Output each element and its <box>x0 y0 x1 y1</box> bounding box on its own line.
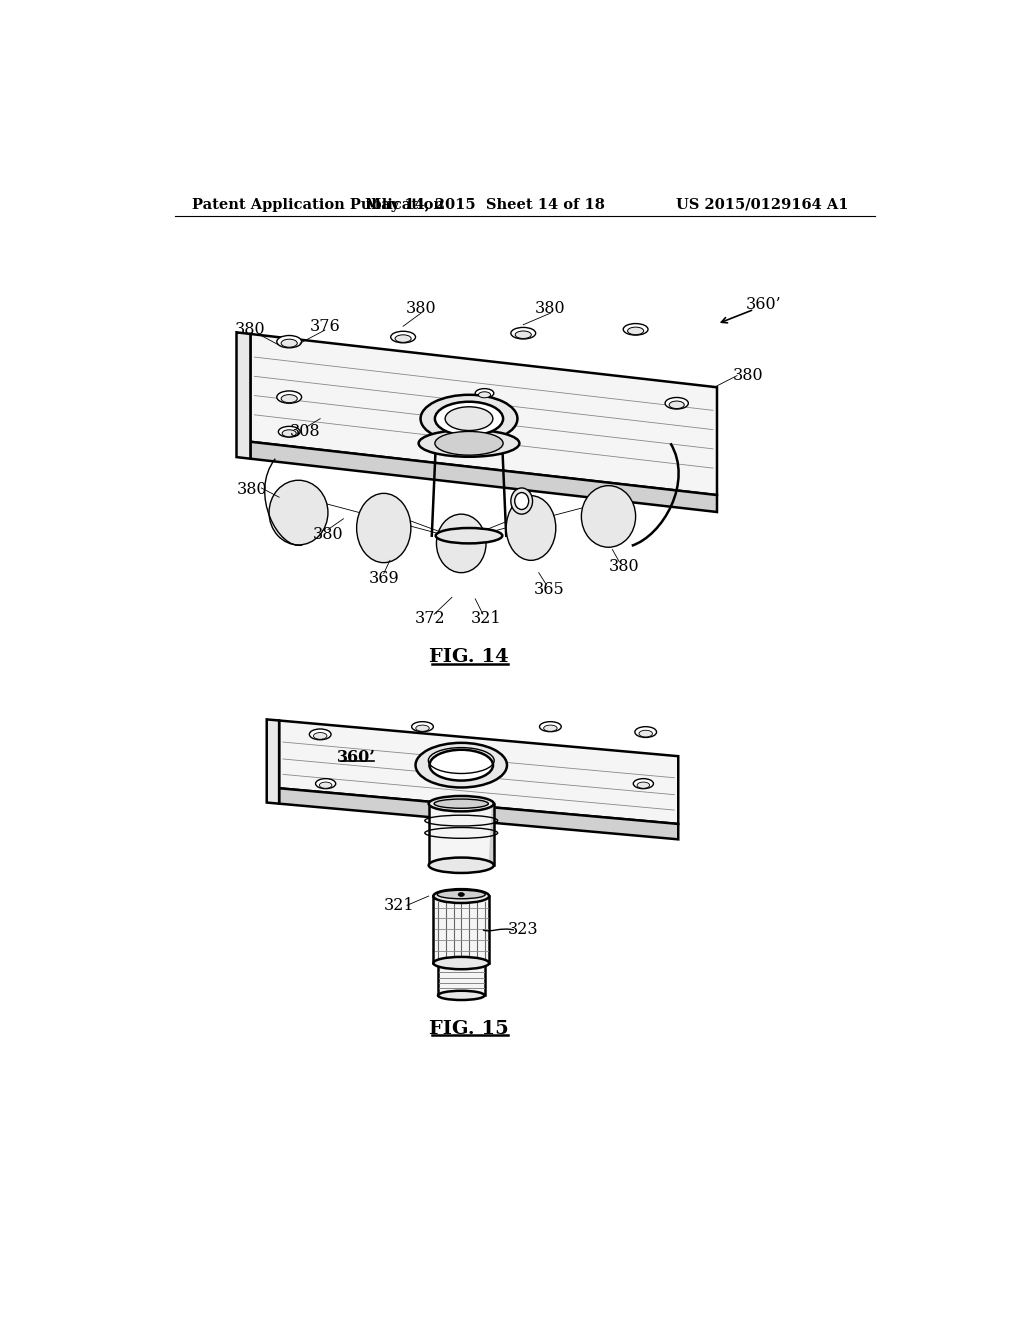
Ellipse shape <box>429 796 494 812</box>
Polygon shape <box>433 896 489 964</box>
Ellipse shape <box>279 426 300 437</box>
Ellipse shape <box>309 729 331 739</box>
Ellipse shape <box>515 331 531 338</box>
Ellipse shape <box>438 991 484 1001</box>
Text: May 14, 2015  Sheet 14 of 18: May 14, 2015 Sheet 14 of 18 <box>365 198 604 211</box>
Ellipse shape <box>506 495 556 560</box>
Ellipse shape <box>624 323 648 335</box>
Ellipse shape <box>633 779 653 788</box>
Ellipse shape <box>665 397 688 409</box>
Ellipse shape <box>628 327 644 335</box>
Ellipse shape <box>515 492 528 510</box>
Ellipse shape <box>637 781 649 788</box>
Text: FIG. 14: FIG. 14 <box>429 648 509 667</box>
Text: FIG. 15: FIG. 15 <box>429 1019 509 1038</box>
Ellipse shape <box>434 799 488 808</box>
Ellipse shape <box>282 395 297 403</box>
Polygon shape <box>251 442 717 512</box>
Ellipse shape <box>511 327 536 339</box>
Ellipse shape <box>639 730 652 737</box>
Text: 321: 321 <box>471 610 502 627</box>
Text: 369: 369 <box>369 569 399 586</box>
Polygon shape <box>280 788 678 840</box>
Ellipse shape <box>421 395 517 442</box>
Ellipse shape <box>313 733 327 739</box>
Ellipse shape <box>458 892 464 896</box>
Text: 376: 376 <box>309 318 340 335</box>
Ellipse shape <box>391 331 416 343</box>
Text: 380: 380 <box>536 300 565 317</box>
Ellipse shape <box>429 750 493 780</box>
Ellipse shape <box>429 858 494 873</box>
Ellipse shape <box>669 401 684 409</box>
Ellipse shape <box>315 779 336 788</box>
Polygon shape <box>266 719 280 804</box>
Ellipse shape <box>395 335 412 342</box>
Polygon shape <box>237 333 251 459</box>
Ellipse shape <box>475 388 494 397</box>
Ellipse shape <box>511 488 532 515</box>
Ellipse shape <box>356 494 411 562</box>
Ellipse shape <box>283 430 296 437</box>
Ellipse shape <box>436 515 486 573</box>
Ellipse shape <box>419 430 519 457</box>
Text: 360’: 360’ <box>745 296 781 313</box>
Text: 323: 323 <box>508 921 539 939</box>
Text: 380: 380 <box>608 558 639 576</box>
Text: 380: 380 <box>406 300 436 317</box>
Ellipse shape <box>544 725 557 731</box>
Text: 380: 380 <box>236 321 266 338</box>
Text: Patent Application Publication: Patent Application Publication <box>191 198 443 211</box>
Polygon shape <box>280 721 678 824</box>
Polygon shape <box>429 804 494 866</box>
Ellipse shape <box>282 339 297 347</box>
Ellipse shape <box>435 401 503 436</box>
Ellipse shape <box>540 722 561 731</box>
Ellipse shape <box>582 486 636 548</box>
Ellipse shape <box>435 432 503 455</box>
Ellipse shape <box>433 957 489 969</box>
Text: 380: 380 <box>312 525 343 543</box>
Text: US 2015/0129164 A1: US 2015/0129164 A1 <box>676 198 849 211</box>
Polygon shape <box>251 334 717 495</box>
Text: 372: 372 <box>415 610 445 627</box>
Ellipse shape <box>319 781 332 788</box>
Ellipse shape <box>635 726 656 738</box>
Text: 360’: 360’ <box>337 748 376 766</box>
Ellipse shape <box>276 335 302 348</box>
Ellipse shape <box>416 725 429 731</box>
Text: 365: 365 <box>535 581 565 598</box>
Polygon shape <box>438 964 484 995</box>
Ellipse shape <box>478 392 490 397</box>
Text: 380: 380 <box>733 367 763 384</box>
Ellipse shape <box>445 407 493 430</box>
Ellipse shape <box>437 890 485 899</box>
Ellipse shape <box>433 890 489 903</box>
Ellipse shape <box>269 480 328 545</box>
Ellipse shape <box>276 391 302 404</box>
Text: 321: 321 <box>384 896 415 913</box>
Ellipse shape <box>412 722 433 731</box>
Text: 380: 380 <box>237 480 267 498</box>
Ellipse shape <box>438 958 484 969</box>
Text: 308: 308 <box>290 424 321 441</box>
Ellipse shape <box>435 528 503 544</box>
Ellipse shape <box>416 743 507 788</box>
